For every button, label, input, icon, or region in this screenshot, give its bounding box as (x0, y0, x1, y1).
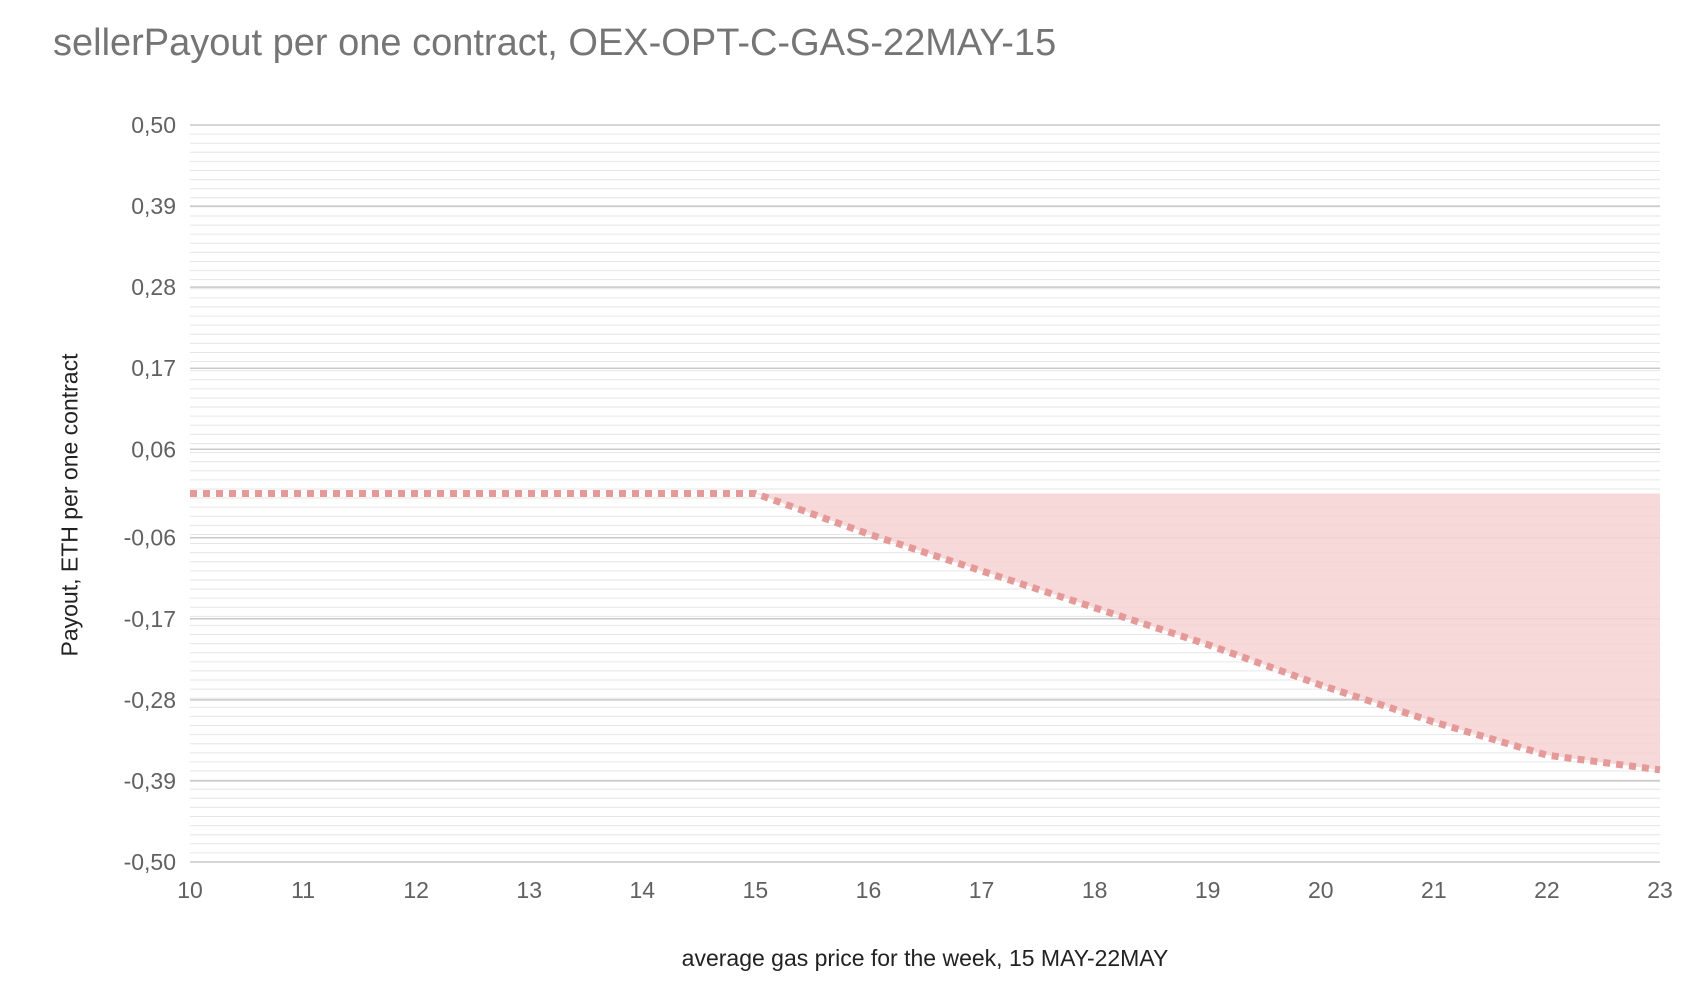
x-tick-label: 17 (969, 877, 995, 903)
y-tick-label: 0,17 (131, 355, 176, 381)
x-tick-label: 12 (403, 877, 429, 903)
x-tick-label: 13 (516, 877, 542, 903)
y-tick-label: 0,06 (131, 436, 176, 462)
x-tick-label: 14 (630, 877, 656, 903)
y-tick-label: 0,28 (131, 274, 176, 300)
y-tick-label: -0,39 (124, 768, 176, 794)
y-tick-label: -0,06 (124, 525, 176, 551)
x-tick-label: 20 (1308, 877, 1334, 903)
x-tick-label: 10 (177, 877, 203, 903)
minor-gridlines (190, 124, 1660, 863)
series-lines (189, 490, 1661, 774)
chart-title: sellerPayout per one contract, OEX-OPT-C… (53, 22, 1057, 64)
x-axis-label: average gas price for the week, 15 MAY-2… (681, 945, 1169, 971)
x-tick-label: 21 (1421, 877, 1447, 903)
x-tick-label: 23 (1647, 877, 1673, 903)
x-tick-label: 16 (856, 877, 882, 903)
y-tick-label: -0,50 (124, 849, 176, 875)
y-tick-label: -0,28 (124, 687, 176, 713)
series-area (190, 493, 1660, 770)
y-tick-label: -0,17 (124, 606, 176, 632)
y-tick-labels: 0,50 0,39 0,28 0,17 0,06 -0,06 -0,17 -0,28 -0,39… (124, 112, 176, 875)
y-tick-label: 0,50 (131, 112, 176, 138)
x-tick-label: 11 (291, 877, 315, 903)
series-line (190, 490, 1661, 774)
x-tick-label: 22 (1534, 877, 1560, 903)
x-tick-label: 18 (1082, 877, 1108, 903)
x-tick-label: 15 (743, 877, 769, 903)
area-fills (190, 493, 1660, 770)
y-tick-label: 0,39 (131, 193, 176, 219)
x-tick-label: 19 (1195, 877, 1221, 903)
x-tick-labels: 10 11 12 13 14 15 16 17 18 19 20 21 22 23 (177, 877, 1673, 903)
